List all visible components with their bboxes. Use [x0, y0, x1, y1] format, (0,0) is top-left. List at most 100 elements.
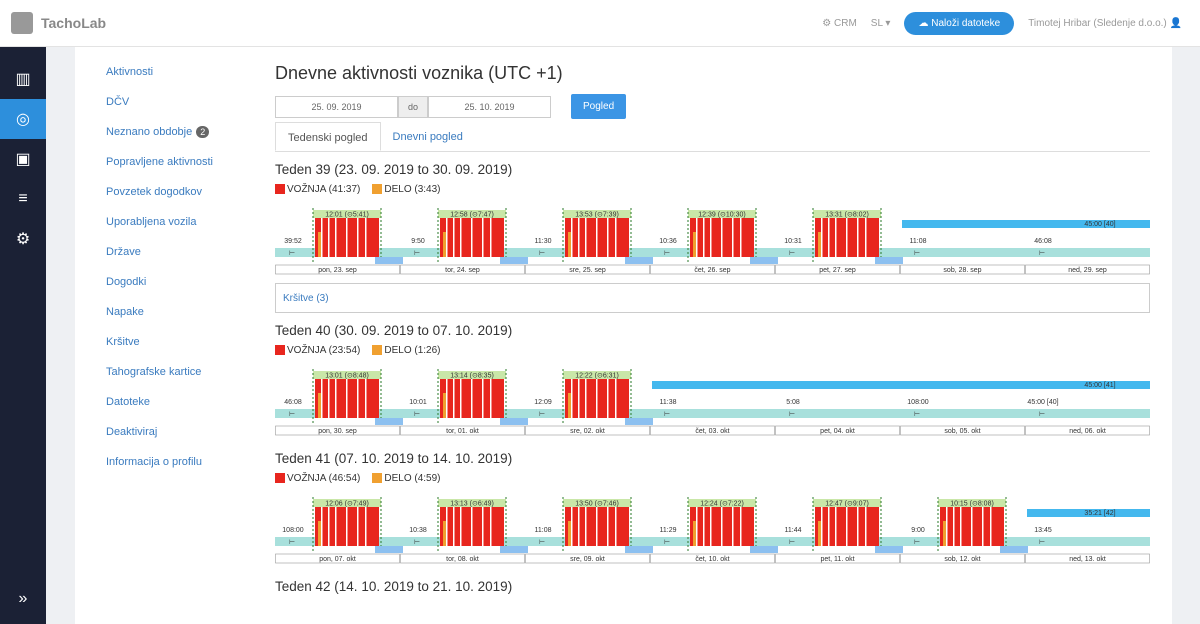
long-rest-bar: [652, 381, 1150, 389]
shift-header: [438, 210, 506, 218]
side-icon[interactable]: ◎: [0, 99, 46, 139]
break-stripe: [721, 507, 723, 546]
nav-item[interactable]: Deaktiviraj: [106, 417, 256, 447]
break-stripe: [321, 218, 323, 257]
break-stripe: [490, 379, 492, 418]
nav-item[interactable]: Povzetek dogodkov: [106, 177, 256, 207]
rest-label: 11:08: [535, 527, 552, 534]
day-axis-cell: [400, 264, 525, 275]
shift-label: 12:06 (⊙7:49): [325, 501, 369, 508]
shift-label: 13:50 (⊙7:46): [575, 501, 619, 508]
nav-label: Deaktiviraj: [106, 426, 158, 438]
shift-label: 12:24 (⊙7:22): [700, 501, 744, 508]
top-bar: TachoLab ⚙ CRM SL ▾ ☁ Naloži datoteke Ti…: [0, 0, 1200, 47]
upload-button[interactable]: ☁ Naloži datoteke: [904, 11, 1015, 35]
shift-header: [813, 210, 881, 218]
work-block: [443, 393, 446, 418]
nav-label: DČV: [106, 96, 130, 108]
break-stripe: [865, 218, 867, 257]
side-icon[interactable]: ▥: [15, 71, 31, 88]
break-stripe: [321, 379, 323, 418]
side-icon[interactable]: ≡: [18, 190, 28, 207]
break-stripe: [321, 507, 323, 546]
nav-item[interactable]: Aktivnosti: [106, 57, 256, 87]
legend-label: DELO (4:59): [384, 472, 441, 484]
lang-select[interactable]: SL ▾: [870, 17, 891, 29]
day-axis-cell: [775, 553, 900, 564]
nav-item[interactable]: Tahografske kartice: [106, 357, 256, 387]
crm-link[interactable]: ⚙ CRM: [822, 17, 857, 29]
nav-item[interactable]: Datoteke: [106, 387, 256, 417]
day-label: pet, 11. okt: [820, 556, 854, 563]
logo[interactable]: TachoLab: [11, 12, 106, 34]
nav-item[interactable]: Informacija o profilu: [106, 447, 256, 477]
break-stripe: [585, 218, 587, 257]
crm-text: CRM: [834, 17, 857, 29]
rest-label: 13:45: [1034, 527, 1052, 534]
legend-item: VOŽNJA (41:37): [275, 184, 360, 195]
nav-item[interactable]: Dogodki: [106, 267, 256, 297]
rest-icon: ⊢: [289, 250, 295, 257]
expand-icon[interactable]: »: [18, 590, 28, 607]
nav-item[interactable]: Kršitve: [106, 327, 256, 357]
day-label: pon, 23. sep: [318, 267, 357, 274]
nav-item[interactable]: Uporabljena vozila: [106, 207, 256, 237]
legend-swatch: [372, 184, 383, 194]
work-block: [568, 232, 571, 257]
break-stripe: [596, 507, 598, 546]
nav-item[interactable]: DČV: [106, 87, 256, 117]
user-menu[interactable]: Timotej Hribar (Sledenje d.o.o.) 👤: [1028, 17, 1182, 29]
legend-swatch: [275, 473, 285, 483]
break-stripe: [446, 379, 448, 418]
rest-icon: ⊢: [539, 250, 545, 257]
break-stripe: [490, 218, 492, 257]
rest-icon: ⊢: [914, 411, 920, 418]
nav-label: Aktivnosti: [106, 66, 154, 78]
nav-item[interactable]: Napake: [106, 297, 256, 327]
break-stripe: [953, 507, 955, 546]
side-icon[interactable]: ⚙: [15, 231, 31, 248]
view-button[interactable]: Pogled: [571, 94, 627, 119]
day-label: sre, 02. okt: [570, 428, 605, 435]
rest-label: 12:09: [534, 399, 552, 406]
rest-label: 5:08: [786, 399, 800, 406]
tab[interactable]: Tedenski pogled: [275, 122, 381, 151]
break-stripe: [596, 379, 598, 418]
break-stripe: [365, 507, 367, 546]
break-stripe: [335, 379, 337, 418]
violations-box[interactable]: Kršitve (3): [275, 283, 1150, 313]
break-stripe: [846, 218, 848, 257]
break-stripe: [710, 218, 712, 257]
nav-badge: 2: [196, 126, 210, 138]
date-from[interactable]: 25. 09. 2019: [275, 95, 398, 118]
tab[interactable]: Dnevni pogled: [392, 131, 463, 143]
nav-item[interactable]: Neznano obdobje 2: [106, 117, 256, 147]
day-axis-cell: [525, 425, 650, 436]
day-label: ned, 13. okt: [1069, 556, 1106, 563]
break-stripe: [471, 379, 473, 418]
break-stripe: [585, 507, 587, 546]
break-stripe: [615, 507, 617, 546]
rest-label: 108:00: [907, 399, 929, 406]
break-stripe: [990, 507, 992, 546]
rest-icon: ⊢: [1039, 411, 1045, 418]
nav-item[interactable]: Države: [106, 237, 256, 267]
shift-header: [438, 499, 506, 507]
nav-label: Kršitve: [106, 336, 140, 348]
break-stripe: [607, 218, 609, 257]
day-axis-cell: [1025, 553, 1150, 564]
day-axis-cell: [275, 425, 400, 436]
side-icon[interactable]: ▣: [15, 151, 31, 168]
rest-label: 10:31: [784, 238, 802, 245]
day-label: sob, 12. okt: [944, 556, 980, 563]
rest-label: 39:52: [284, 238, 302, 245]
shift-label: 13:31 (⊙8:02): [825, 212, 869, 219]
break-stripe: [740, 507, 742, 546]
day-label: čet, 10. okt: [695, 556, 729, 563]
break-stripe: [721, 218, 723, 257]
nav-item[interactable]: Popravljene aktivnosti: [106, 147, 256, 177]
break-stripe: [960, 507, 962, 546]
work-block: [818, 521, 821, 546]
shift-header: [563, 499, 631, 507]
date-to[interactable]: 25. 10. 2019: [428, 95, 551, 118]
